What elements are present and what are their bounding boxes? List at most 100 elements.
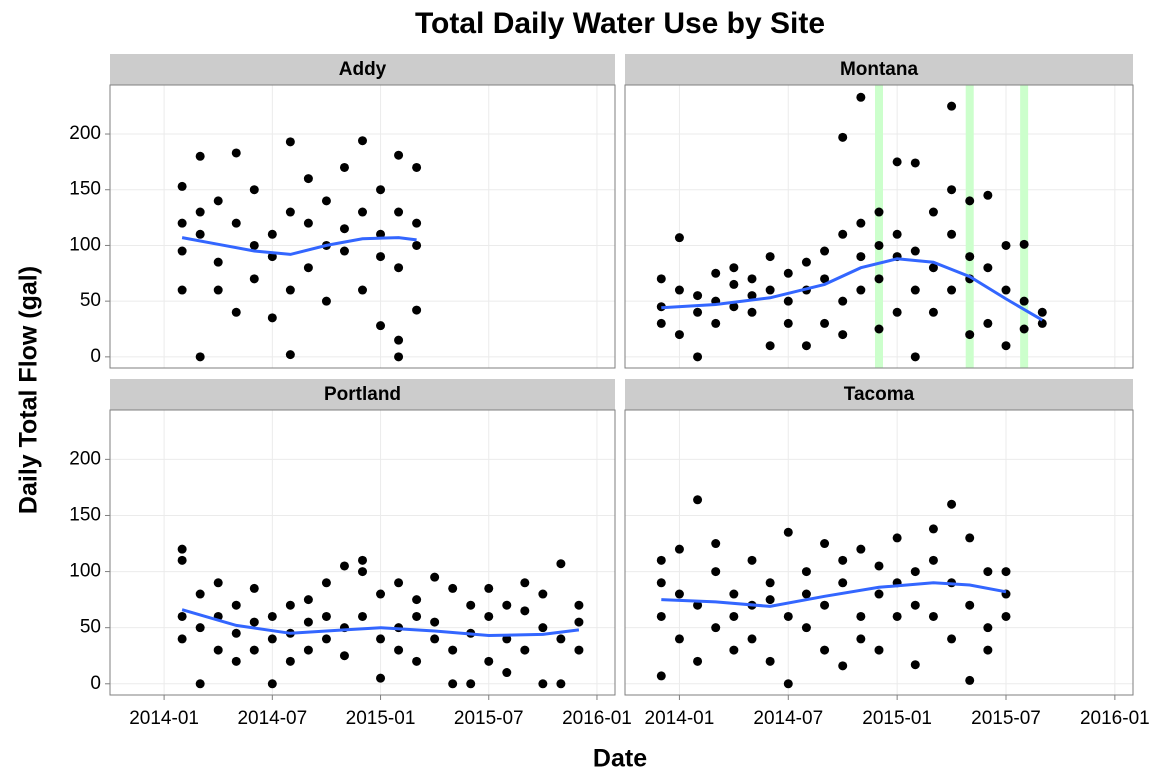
point bbox=[303, 645, 313, 655]
point bbox=[820, 246, 830, 256]
point bbox=[693, 307, 703, 317]
point bbox=[892, 229, 902, 239]
point bbox=[820, 645, 830, 655]
point bbox=[574, 600, 584, 610]
point bbox=[321, 611, 331, 621]
point bbox=[910, 600, 920, 610]
point bbox=[874, 207, 884, 217]
point bbox=[303, 263, 313, 273]
point bbox=[765, 341, 775, 351]
panel-title: Portland bbox=[324, 384, 401, 405]
highlight-band bbox=[875, 85, 883, 368]
point bbox=[928, 611, 938, 621]
point bbox=[674, 330, 684, 340]
point bbox=[430, 572, 440, 582]
point bbox=[983, 567, 993, 577]
point bbox=[928, 207, 938, 217]
point bbox=[983, 645, 993, 655]
point bbox=[195, 352, 205, 362]
panel-border bbox=[109, 84, 616, 369]
point bbox=[231, 628, 241, 638]
point bbox=[502, 600, 512, 610]
x-tick-label: 2015-01 bbox=[346, 708, 416, 729]
point bbox=[983, 190, 993, 200]
point bbox=[656, 578, 666, 588]
point bbox=[983, 263, 993, 273]
point bbox=[965, 252, 975, 262]
point bbox=[656, 611, 666, 621]
point bbox=[484, 656, 494, 666]
point bbox=[783, 611, 793, 621]
point bbox=[1019, 239, 1029, 249]
point bbox=[693, 600, 703, 610]
point bbox=[965, 675, 975, 685]
point bbox=[947, 285, 957, 295]
point bbox=[267, 611, 277, 621]
point bbox=[838, 132, 848, 142]
point bbox=[195, 679, 205, 689]
point bbox=[231, 307, 241, 317]
point bbox=[928, 307, 938, 317]
point bbox=[965, 533, 975, 543]
point bbox=[358, 207, 367, 217]
point bbox=[983, 623, 993, 633]
point bbox=[376, 673, 386, 683]
point bbox=[376, 185, 386, 195]
point bbox=[892, 533, 902, 543]
y-tick-label: 150 bbox=[69, 179, 101, 200]
point bbox=[947, 101, 957, 111]
strip bbox=[110, 379, 615, 410]
point bbox=[947, 499, 957, 509]
trend-line bbox=[661, 257, 1044, 322]
point bbox=[556, 634, 566, 644]
point bbox=[947, 229, 957, 239]
point bbox=[556, 679, 566, 689]
point bbox=[376, 589, 386, 599]
point bbox=[747, 307, 757, 317]
point bbox=[801, 623, 811, 633]
point bbox=[765, 595, 775, 605]
point bbox=[856, 611, 866, 621]
point bbox=[910, 246, 920, 256]
highlight-band bbox=[1020, 85, 1029, 368]
panel-title: Montana bbox=[840, 59, 919, 80]
point bbox=[729, 263, 739, 273]
point bbox=[856, 544, 866, 554]
point bbox=[765, 252, 775, 262]
y-tick-label: 0 bbox=[90, 673, 101, 694]
point bbox=[321, 196, 331, 206]
point bbox=[874, 324, 884, 334]
point bbox=[783, 296, 793, 306]
point bbox=[177, 285, 187, 295]
point bbox=[874, 645, 884, 655]
point bbox=[538, 589, 548, 599]
point bbox=[285, 207, 295, 217]
point bbox=[339, 246, 349, 256]
trend-line bbox=[181, 236, 417, 256]
point bbox=[177, 246, 187, 256]
point bbox=[747, 291, 757, 301]
y-tick-label: 200 bbox=[69, 448, 101, 469]
point bbox=[358, 567, 367, 577]
point bbox=[928, 263, 938, 273]
point bbox=[1001, 341, 1011, 351]
point bbox=[820, 274, 830, 284]
point bbox=[910, 285, 920, 295]
point bbox=[339, 162, 349, 172]
point bbox=[448, 583, 458, 593]
point bbox=[195, 229, 205, 239]
point bbox=[231, 600, 241, 610]
point bbox=[339, 561, 349, 571]
point bbox=[674, 544, 684, 554]
point bbox=[711, 623, 721, 633]
point bbox=[693, 291, 703, 301]
point bbox=[303, 174, 313, 184]
panel-border bbox=[624, 409, 1134, 696]
point bbox=[339, 651, 349, 661]
point bbox=[213, 285, 223, 295]
point bbox=[231, 148, 241, 158]
point bbox=[1001, 567, 1011, 577]
point bbox=[838, 578, 848, 588]
trend-line bbox=[181, 608, 580, 638]
